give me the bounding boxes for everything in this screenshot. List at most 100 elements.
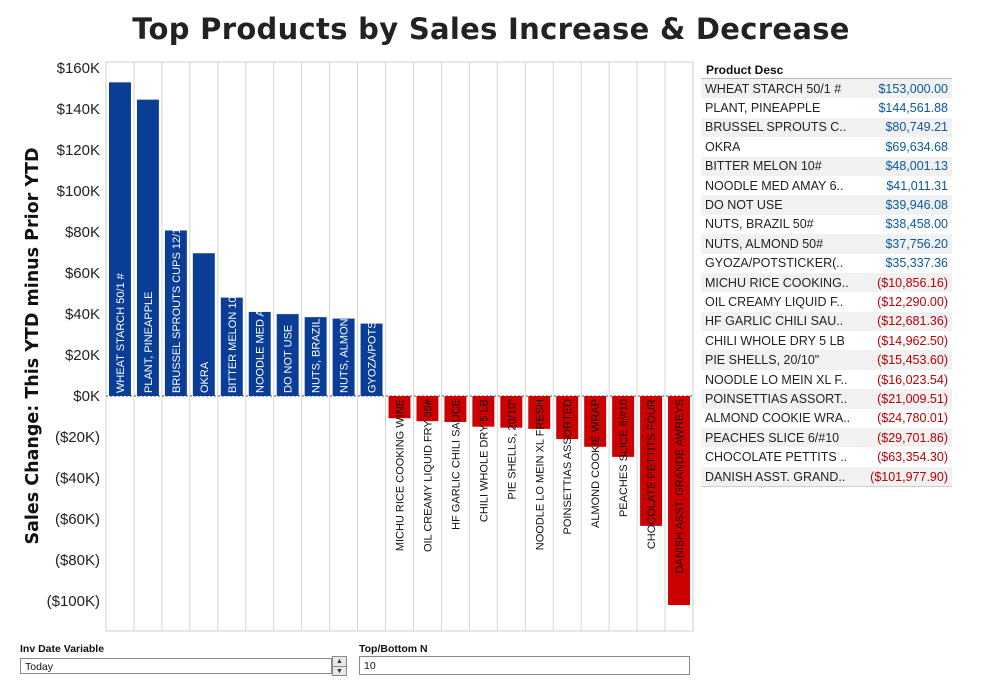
product-desc: NOODLE LO MEIN XL F..: [705, 372, 848, 387]
table-row[interactable]: NOODLE LO MEIN XL F.. ($16,023.54): [701, 370, 952, 389]
bar[interactable]: [640, 396, 663, 526]
y-tick-label: $140K: [57, 101, 100, 118]
bar[interactable]: [528, 396, 551, 429]
table-row[interactable]: OIL CREAMY LIQUID F.. ($12,290.00): [701, 292, 952, 311]
bar-label: WHEAT STARCH 50/1 #: [115, 272, 127, 393]
table-row[interactable]: ALMOND COOKIE WRA.. ($24,780.01): [701, 409, 952, 428]
table-row[interactable]: PEACHES SLICE 6/#10 ($29,701.86): [701, 428, 952, 448]
bar[interactable]: [500, 396, 523, 428]
sales-change-value: $69,634.68: [885, 139, 948, 154]
y-tick-label: ($20K): [55, 429, 100, 446]
bar-label: NUTS, ALMOND 50#: [339, 288, 351, 393]
bar[interactable]: [584, 396, 607, 447]
bar-label: NOODLE LO MEIN XL FRESH: [534, 399, 546, 550]
bar[interactable]: [304, 317, 327, 396]
bar[interactable]: [164, 230, 187, 396]
product-desc: CHILI WHOLE DRY 5 LB: [705, 333, 845, 348]
bar-label: GYOZA/POTSTICKER(DUMPLING): [367, 216, 379, 393]
bar[interactable]: [388, 396, 411, 419]
bar[interactable]: [192, 253, 215, 396]
bar-label: DO NOT USE: [283, 325, 295, 393]
bar[interactable]: [276, 314, 299, 396]
spinner-down-icon[interactable]: ▼: [336, 668, 343, 675]
y-tick-label: $40K: [65, 306, 100, 323]
product-desc: CHOCOLATE PETTITS ..: [705, 450, 848, 465]
bar-label: DANISH ASST. GRANDE AWREYS: [674, 399, 686, 573]
bar-label: BRUSSEL SPROUTS CUPS 12/12: [171, 222, 183, 393]
bar[interactable]: [668, 396, 690, 606]
bar-label: NOODLE MED AMAY 6/10#: [255, 255, 267, 393]
table-row[interactable]: OKRA $69,634.68: [701, 137, 952, 156]
sales-change-value: $39,946.08: [885, 198, 948, 213]
table-row[interactable]: NUTS, ALMOND 50# $37,756.20: [701, 234, 952, 254]
product-desc: OKRA: [705, 139, 741, 154]
table-row[interactable]: WHEAT STARCH 50/1 # $153,000.00: [701, 79, 952, 99]
table-row[interactable]: GYOZA/POTSTICKER(.. $35,337.36: [701, 254, 952, 273]
product-desc: DO NOT USE: [705, 198, 783, 213]
table-row[interactable]: NUTS, BRAZIL 50# $38,458.00: [701, 215, 952, 234]
product-desc: DANISH ASST. GRAND..: [705, 469, 846, 484]
table-row[interactable]: DANISH ASST. GRAND.. ($101,977.90): [701, 466, 952, 487]
bar[interactable]: [612, 396, 635, 457]
table-row[interactable]: MICHU RICE COOKING.. ($10,856.16): [701, 272, 952, 293]
bar-label: HF GARLIC CHILI SAUCE: [450, 399, 462, 530]
bar[interactable]: [444, 396, 467, 422]
bar-label: PIE SHELLS, 20/10": [506, 399, 518, 500]
product-table: Product Desc WHEAT STARCH 50/1 # $153,000…: [701, 63, 952, 488]
topn-label: Top/Bottom N: [359, 643, 428, 655]
inv-date-input[interactable]: Today: [20, 658, 332, 674]
table-row[interactable]: NOODLE MED AMAY 6.. $41,011.31: [701, 176, 952, 195]
y-tick-label: ($100K): [47, 593, 100, 610]
product-desc: OIL CREAMY LIQUID F..: [705, 294, 844, 309]
product-desc: HF GARLIC CHILI SAU..: [705, 314, 844, 329]
plot-frame: [105, 61, 694, 632]
sales-change-value: ($101,977.90): [870, 469, 948, 484]
bar-label: PLANT, PINEAPPLE: [143, 292, 155, 394]
bar-chart: WHEAT STARCH 50/1 # PLANT, PINEAPPLE BRUSS…: [23, 60, 694, 632]
bar[interactable]: [556, 396, 579, 440]
bar[interactable]: [136, 99, 159, 397]
bar[interactable]: [220, 297, 243, 396]
bar[interactable]: [248, 311, 271, 396]
product-desc: PEACHES SLICE 6/#10: [705, 430, 840, 445]
table-row[interactable]: CHILI WHOLE DRY 5 LB ($14,962.50): [701, 331, 952, 350]
table-row[interactable]: HF GARLIC CHILI SAU.. ($12,681.36): [701, 311, 952, 332]
bar-label: MICHU RICE COOKING WINE: [395, 399, 407, 551]
bar[interactable]: [360, 323, 383, 396]
table-row[interactable]: PIE SHELLS, 20/10" ($15,453.60): [701, 350, 952, 370]
inv-date-spinner[interactable]: ▲ ▼: [332, 656, 347, 676]
table-row[interactable]: POINSETTIAS ASSORT.. ($21,009.51): [701, 389, 952, 409]
y-tick-label: $60K: [65, 265, 100, 282]
table-row[interactable]: DO NOT USE $39,946.08: [701, 195, 952, 215]
product-desc: POINSETTIAS ASSORT..: [705, 391, 848, 406]
y-tick-label: $160K: [57, 60, 100, 77]
topn-input[interactable]: 10: [359, 656, 690, 675]
spinner-up-icon[interactable]: ▲: [333, 657, 346, 667]
product-desc: WHEAT STARCH 50/1 #: [705, 81, 842, 96]
bar[interactable]: [416, 396, 439, 422]
bar-label: BITTER MELON 10#: [227, 289, 239, 393]
table-row[interactable]: CHOCOLATE PETTITS .. ($63,354.30): [701, 447, 952, 466]
sales-change-value: ($12,290.00): [877, 294, 948, 309]
y-tick-label: $80K: [65, 224, 100, 241]
sales-change-value: $80,749.21: [885, 120, 948, 135]
product-desc: MICHU RICE COOKING..: [705, 275, 849, 290]
product-desc: PIE SHELLS, 20/10": [705, 353, 820, 368]
bar[interactable]: [109, 82, 131, 396]
product-desc: NUTS, ALMOND 50#: [705, 236, 824, 251]
product-desc: NOODLE MED AMAY 6..: [705, 178, 844, 193]
bar[interactable]: [332, 318, 355, 396]
table-row[interactable]: BITTER MELON 10# $48,001.13: [701, 156, 952, 176]
product-desc: ALMOND COOKIE WRA..: [705, 411, 851, 426]
inv-date-label: Inv Date Variable: [20, 643, 105, 655]
bar-label: ALMOND COOKIE WRAP: [590, 399, 602, 528]
sales-change-value: $41,011.31: [886, 178, 948, 193]
sales-change-value: $144,561.88: [878, 101, 948, 116]
table-row[interactable]: BRUSSEL SPROUTS C.. $80,749.21: [701, 117, 952, 138]
product-desc: GYOZA/POTSTICKER(..: [705, 256, 844, 271]
bar[interactable]: [472, 396, 495, 427]
sales-change-value: $35,337.36: [885, 256, 948, 271]
y-tick-label: $100K: [57, 183, 100, 200]
product-desc: NUTS, BRAZIL 50#: [705, 217, 814, 232]
table-row[interactable]: PLANT, PINEAPPLE $144,561.88: [701, 98, 952, 117]
